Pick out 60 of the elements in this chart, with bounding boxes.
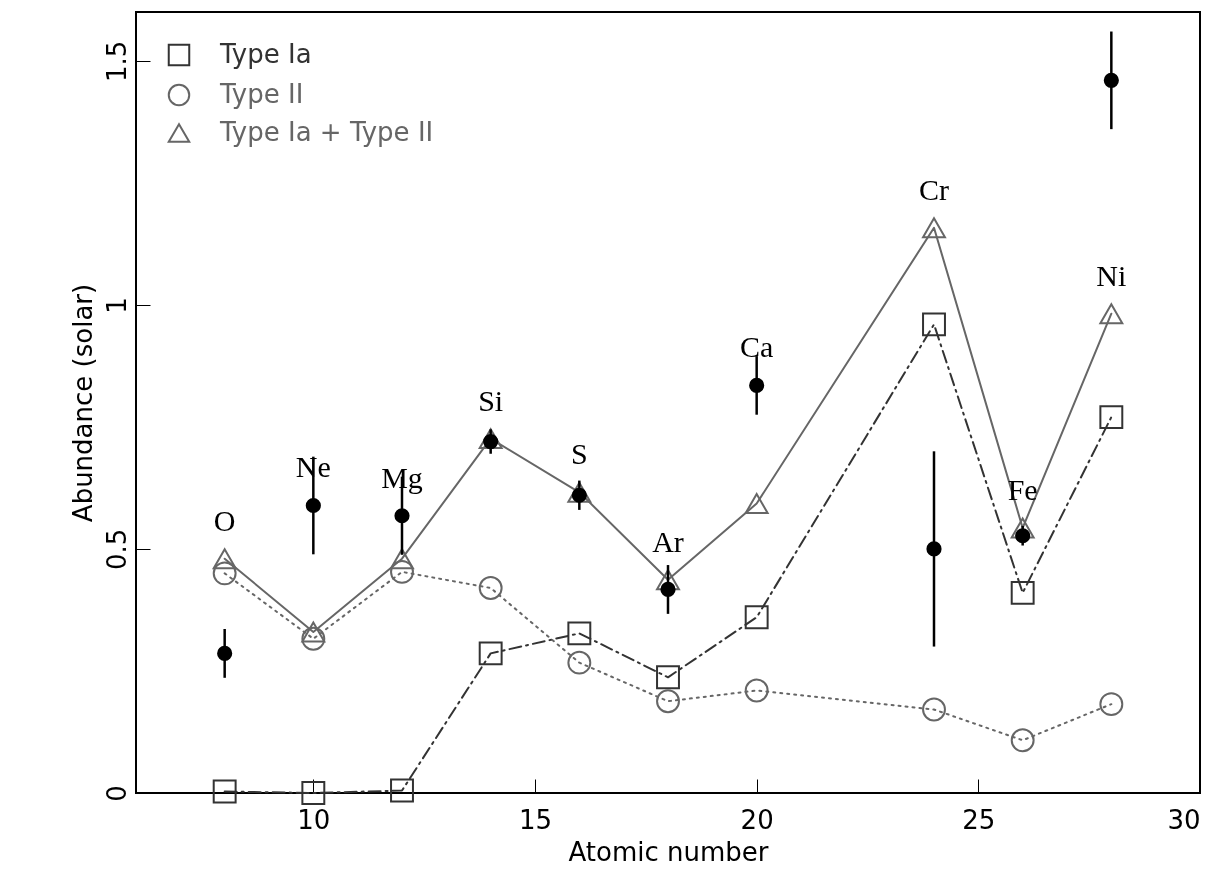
x-tick-label: 15	[518, 804, 553, 835]
point	[1099, 692, 1124, 717]
y-tick-label: 0.5	[101, 528, 132, 571]
point	[212, 548, 237, 570]
x-axis-title: Atomic number	[568, 836, 769, 867]
point	[1010, 517, 1035, 539]
point	[744, 493, 769, 515]
point	[217, 645, 233, 661]
point	[212, 779, 237, 804]
annotation: O	[213, 503, 236, 537]
point	[478, 641, 503, 666]
annotation: Mg	[381, 460, 423, 494]
point	[212, 561, 237, 586]
point	[744, 605, 769, 630]
point	[1010, 728, 1035, 753]
point	[478, 428, 503, 450]
point	[1010, 580, 1035, 605]
legend-label: Type II	[219, 79, 304, 109]
y-tick-label: 1	[101, 297, 132, 314]
point	[656, 689, 680, 714]
point	[926, 541, 942, 557]
point	[749, 377, 765, 393]
point	[656, 665, 680, 690]
point	[660, 581, 676, 598]
point	[1099, 405, 1124, 430]
x-tick-label: 30	[1167, 804, 1201, 835]
point	[301, 621, 326, 643]
point	[394, 508, 410, 524]
y-axis-title: Abundance (solar)	[67, 283, 98, 523]
point	[390, 548, 414, 570]
point	[922, 217, 946, 239]
point	[478, 576, 503, 600]
point	[567, 650, 592, 675]
point	[567, 481, 592, 503]
point	[301, 781, 326, 805]
annotation: Ni	[1096, 258, 1127, 292]
annotation: Ca	[740, 330, 774, 364]
x-tick-label: 20	[740, 804, 774, 835]
legend-label: Type Ia	[219, 39, 312, 69]
annotation: Cr	[919, 172, 950, 206]
y-tick-label: 0	[101, 785, 132, 802]
point	[301, 626, 326, 651]
point	[567, 621, 592, 646]
point	[1015, 528, 1031, 544]
point	[390, 559, 414, 584]
point	[1099, 303, 1124, 325]
annotation: Ar	[652, 524, 684, 558]
point	[305, 497, 321, 514]
point	[656, 569, 680, 591]
x-tick-label: 10	[297, 804, 331, 835]
annotation: S	[570, 437, 588, 471]
annotation: Si	[478, 383, 504, 417]
x-tick-label: 25	[962, 804, 996, 835]
point	[922, 312, 946, 337]
y-tick-label: 1.5	[101, 40, 132, 82]
point	[390, 778, 414, 803]
point	[922, 697, 946, 722]
point	[744, 678, 769, 703]
point	[1103, 72, 1119, 88]
legend-label: Type Ia + Type II	[219, 117, 434, 147]
